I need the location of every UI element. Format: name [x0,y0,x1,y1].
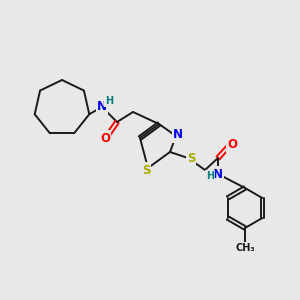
Text: N: N [213,167,223,181]
Text: S: S [142,164,150,176]
Text: S: S [187,152,195,164]
Text: N: N [97,100,107,113]
Text: CH₃: CH₃ [235,243,255,253]
Text: N: N [173,128,183,142]
Text: H: H [105,96,113,106]
Text: O: O [100,131,110,145]
Text: O: O [227,139,237,152]
Text: H: H [206,171,214,181]
